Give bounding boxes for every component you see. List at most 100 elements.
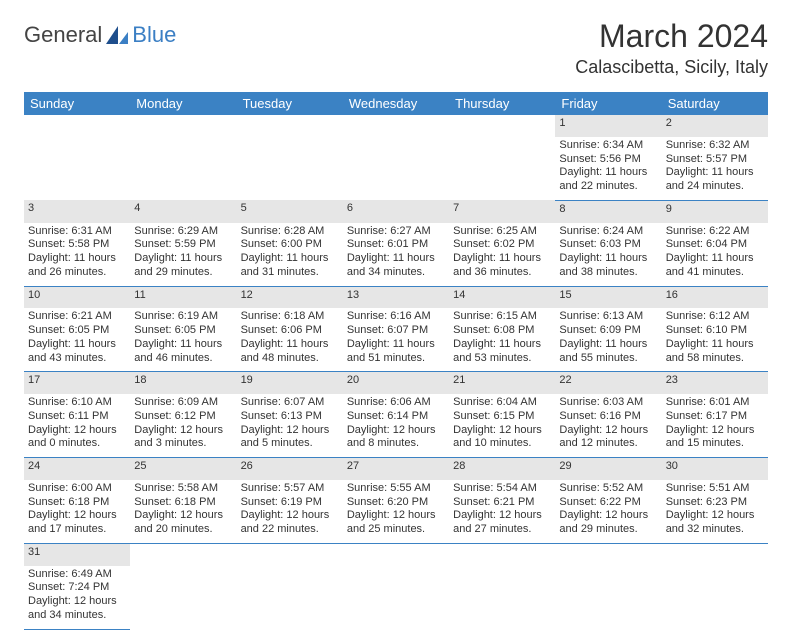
day-number <box>343 115 449 137</box>
day-cell: Sunrise: 6:21 AMSunset: 6:05 PMDaylight:… <box>24 308 130 372</box>
day-cell: Sunrise: 6:12 AMSunset: 6:10 PMDaylight:… <box>662 308 768 372</box>
sunrise-text: Sunrise: 6:21 AM <box>28 310 126 324</box>
day-cell: Sunrise: 5:57 AMSunset: 6:19 PMDaylight:… <box>237 480 343 544</box>
day-cell <box>343 137 449 201</box>
sunset-text: Sunset: 6:23 PM <box>666 496 764 510</box>
day-cell: Sunrise: 6:49 AMSunset: 7:24 PMDaylight:… <box>24 566 130 630</box>
day-cell: Sunrise: 6:00 AMSunset: 6:18 PMDaylight:… <box>24 480 130 544</box>
logo-text-general: General <box>24 22 102 48</box>
sunset-text: Sunset: 6:16 PM <box>559 410 657 424</box>
weekday-header: Wednesday <box>343 92 449 115</box>
header: General Blue March 2024 Calascibetta, Si… <box>24 18 768 78</box>
day-cell <box>449 566 555 630</box>
sunset-text: Sunset: 5:58 PM <box>28 238 126 252</box>
day-cell: Sunrise: 6:28 AMSunset: 6:00 PMDaylight:… <box>237 223 343 287</box>
daylight-text: Daylight: 12 hours and 27 minutes. <box>453 509 551 537</box>
day-number: 8 <box>555 200 661 222</box>
day-number: 31 <box>24 543 130 565</box>
day-number: 17 <box>24 372 130 394</box>
day-cell <box>662 566 768 630</box>
month-title: March 2024 <box>575 18 768 55</box>
day-number: 15 <box>555 286 661 308</box>
daynum-row: 31 <box>24 543 768 565</box>
sunrise-text: Sunrise: 6:12 AM <box>666 310 764 324</box>
daylight-text: Daylight: 12 hours and 3 minutes. <box>134 424 232 452</box>
sunrise-text: Sunrise: 5:55 AM <box>347 482 445 496</box>
daynum-row: 10111213141516 <box>24 286 768 308</box>
day-number: 13 <box>343 286 449 308</box>
sunrise-text: Sunrise: 6:22 AM <box>666 225 764 239</box>
daylight-text: Daylight: 11 hours and 53 minutes. <box>453 338 551 366</box>
day-cell: Sunrise: 5:55 AMSunset: 6:20 PMDaylight:… <box>343 480 449 544</box>
logo: General Blue <box>24 18 176 48</box>
sunset-text: Sunset: 6:19 PM <box>241 496 339 510</box>
daynum-row: 12 <box>24 115 768 137</box>
day-cell: Sunrise: 6:29 AMSunset: 5:59 PMDaylight:… <box>130 223 236 287</box>
sunrise-text: Sunrise: 6:00 AM <box>28 482 126 496</box>
day-number: 18 <box>130 372 236 394</box>
sunset-text: Sunset: 6:18 PM <box>134 496 232 510</box>
sunset-text: Sunset: 6:17 PM <box>666 410 764 424</box>
day-number <box>237 543 343 565</box>
day-number: 6 <box>343 200 449 222</box>
sunrise-text: Sunrise: 6:15 AM <box>453 310 551 324</box>
day-cell <box>343 566 449 630</box>
sunset-text: Sunset: 6:10 PM <box>666 324 764 338</box>
day-cell: Sunrise: 5:51 AMSunset: 6:23 PMDaylight:… <box>662 480 768 544</box>
sunrise-text: Sunrise: 5:51 AM <box>666 482 764 496</box>
daylight-text: Daylight: 12 hours and 8 minutes. <box>347 424 445 452</box>
daylight-text: Daylight: 12 hours and 10 minutes. <box>453 424 551 452</box>
detail-row: Sunrise: 6:49 AMSunset: 7:24 PMDaylight:… <box>24 566 768 630</box>
sunrise-text: Sunrise: 5:58 AM <box>134 482 232 496</box>
weekday-header: Thursday <box>449 92 555 115</box>
sunrise-text: Sunrise: 6:09 AM <box>134 396 232 410</box>
day-number: 5 <box>237 200 343 222</box>
calendar-header: SundayMondayTuesdayWednesdayThursdayFrid… <box>24 92 768 115</box>
sunrise-text: Sunrise: 5:57 AM <box>241 482 339 496</box>
sunset-text: Sunset: 6:14 PM <box>347 410 445 424</box>
sunset-text: Sunset: 6:11 PM <box>28 410 126 424</box>
sunrise-text: Sunrise: 5:52 AM <box>559 482 657 496</box>
sunset-text: Sunset: 6:22 PM <box>559 496 657 510</box>
daylight-text: Daylight: 12 hours and 0 minutes. <box>28 424 126 452</box>
day-cell: Sunrise: 6:19 AMSunset: 6:05 PMDaylight:… <box>130 308 236 372</box>
daylight-text: Daylight: 11 hours and 26 minutes. <box>28 252 126 280</box>
sunset-text: Sunset: 5:56 PM <box>559 153 657 167</box>
daylight-text: Daylight: 11 hours and 29 minutes. <box>134 252 232 280</box>
daylight-text: Daylight: 12 hours and 12 minutes. <box>559 424 657 452</box>
day-cell: Sunrise: 6:24 AMSunset: 6:03 PMDaylight:… <box>555 223 661 287</box>
day-cell: Sunrise: 6:34 AMSunset: 5:56 PMDaylight:… <box>555 137 661 201</box>
sunset-text: Sunset: 5:57 PM <box>666 153 764 167</box>
day-number: 21 <box>449 372 555 394</box>
sunset-text: Sunset: 6:02 PM <box>453 238 551 252</box>
daylight-text: Daylight: 11 hours and 55 minutes. <box>559 338 657 366</box>
day-number: 22 <box>555 372 661 394</box>
weekday-header: Saturday <box>662 92 768 115</box>
day-cell <box>237 137 343 201</box>
sunrise-text: Sunrise: 6:18 AM <box>241 310 339 324</box>
day-number: 29 <box>555 458 661 480</box>
sunrise-text: Sunrise: 6:27 AM <box>347 225 445 239</box>
day-number: 7 <box>449 200 555 222</box>
sunset-text: Sunset: 6:06 PM <box>241 324 339 338</box>
day-number <box>449 115 555 137</box>
day-number <box>662 543 768 565</box>
sunrise-text: Sunrise: 6:24 AM <box>559 225 657 239</box>
day-number <box>449 543 555 565</box>
weekday-header: Monday <box>130 92 236 115</box>
sunrise-text: Sunrise: 6:32 AM <box>666 139 764 153</box>
day-cell: Sunrise: 6:04 AMSunset: 6:15 PMDaylight:… <box>449 394 555 458</box>
daylight-text: Daylight: 11 hours and 34 minutes. <box>347 252 445 280</box>
logo-text-blue: Blue <box>132 22 176 48</box>
sunrise-text: Sunrise: 6:28 AM <box>241 225 339 239</box>
daylight-text: Daylight: 11 hours and 31 minutes. <box>241 252 339 280</box>
day-cell: Sunrise: 6:32 AMSunset: 5:57 PMDaylight:… <box>662 137 768 201</box>
detail-row: Sunrise: 6:10 AMSunset: 6:11 PMDaylight:… <box>24 394 768 458</box>
sunrise-text: Sunrise: 6:49 AM <box>28 568 126 582</box>
day-number: 1 <box>555 115 661 137</box>
day-cell <box>24 137 130 201</box>
daynum-row: 3456789 <box>24 200 768 222</box>
day-number: 24 <box>24 458 130 480</box>
day-cell: Sunrise: 6:10 AMSunset: 6:11 PMDaylight:… <box>24 394 130 458</box>
day-number <box>555 543 661 565</box>
